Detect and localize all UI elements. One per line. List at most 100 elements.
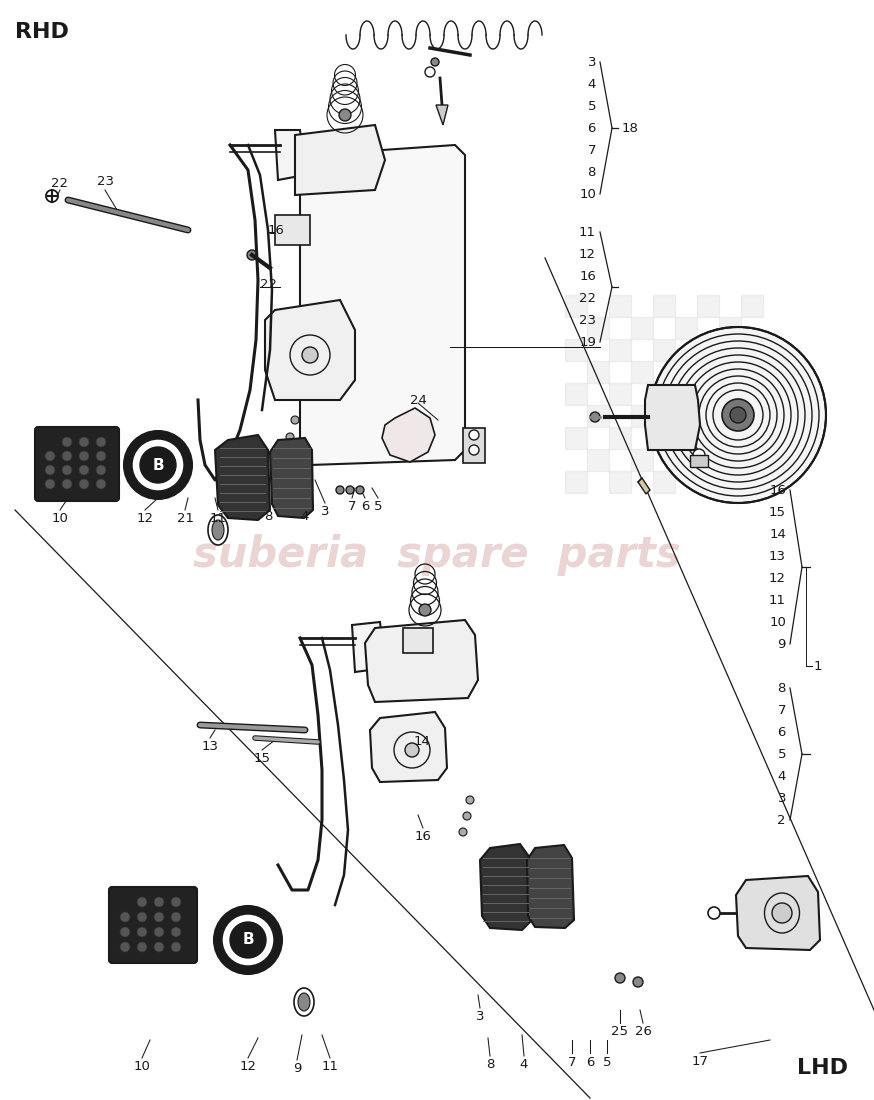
Bar: [403, 628, 433, 653]
Text: 8: 8: [587, 165, 596, 178]
Polygon shape: [270, 438, 313, 518]
Bar: [653, 339, 675, 361]
Text: 17: 17: [691, 1055, 709, 1068]
Bar: [587, 405, 609, 427]
Bar: [631, 405, 653, 427]
Polygon shape: [382, 408, 435, 462]
Circle shape: [154, 927, 164, 937]
Text: 15: 15: [769, 506, 786, 518]
Polygon shape: [295, 125, 385, 195]
Circle shape: [120, 942, 130, 952]
Bar: [697, 383, 719, 405]
Text: 10: 10: [134, 1060, 150, 1072]
Bar: [697, 295, 719, 317]
Circle shape: [247, 250, 257, 260]
Ellipse shape: [208, 515, 228, 544]
Text: 11: 11: [579, 226, 596, 239]
Circle shape: [302, 346, 318, 363]
Text: 12: 12: [136, 512, 154, 525]
Bar: [565, 471, 587, 493]
Circle shape: [650, 327, 826, 503]
Bar: [587, 361, 609, 383]
Text: 16: 16: [414, 830, 432, 843]
Text: 12: 12: [579, 248, 596, 261]
Text: 6: 6: [778, 726, 786, 738]
Text: 19: 19: [579, 336, 596, 349]
Text: 22: 22: [52, 177, 68, 190]
Text: 12: 12: [769, 572, 786, 584]
Circle shape: [79, 478, 89, 490]
Bar: [719, 361, 741, 383]
Circle shape: [425, 67, 435, 77]
Polygon shape: [365, 620, 478, 702]
Polygon shape: [480, 844, 532, 930]
Text: 26: 26: [635, 1025, 651, 1038]
Polygon shape: [736, 876, 820, 950]
Circle shape: [633, 977, 643, 987]
Polygon shape: [436, 104, 448, 125]
Text: 10: 10: [579, 187, 596, 200]
Bar: [690, 455, 708, 468]
Text: 7: 7: [778, 704, 786, 716]
Bar: [463, 428, 485, 463]
Circle shape: [283, 450, 291, 458]
Bar: [609, 427, 631, 449]
Bar: [719, 405, 741, 427]
Circle shape: [405, 742, 419, 757]
Text: 16: 16: [268, 223, 285, 236]
Circle shape: [79, 437, 89, 447]
Text: 24: 24: [410, 394, 427, 407]
Text: 13: 13: [202, 740, 218, 754]
FancyBboxPatch shape: [35, 427, 119, 500]
Circle shape: [45, 465, 55, 475]
Circle shape: [230, 922, 266, 958]
Text: 25: 25: [612, 1025, 628, 1038]
Text: 4: 4: [778, 770, 786, 782]
Text: B: B: [242, 933, 253, 947]
Circle shape: [722, 399, 754, 431]
Polygon shape: [265, 300, 355, 400]
Circle shape: [79, 465, 89, 475]
Circle shape: [46, 190, 58, 202]
Text: 12: 12: [239, 1060, 256, 1072]
Text: 15: 15: [253, 752, 270, 764]
Circle shape: [339, 109, 351, 121]
Circle shape: [214, 906, 282, 974]
Text: 1: 1: [814, 660, 822, 672]
Text: 21: 21: [177, 512, 193, 525]
Circle shape: [137, 896, 147, 907]
Ellipse shape: [294, 988, 314, 1016]
Text: 11: 11: [210, 512, 226, 525]
Text: 2: 2: [778, 814, 786, 826]
Circle shape: [62, 478, 72, 490]
Bar: [697, 427, 719, 449]
Text: 3: 3: [778, 792, 786, 804]
Text: 6: 6: [361, 500, 369, 513]
Circle shape: [615, 974, 625, 983]
Text: 22: 22: [579, 292, 596, 305]
Circle shape: [154, 896, 164, 907]
Bar: [609, 471, 631, 493]
Text: 4: 4: [520, 1058, 528, 1071]
Circle shape: [96, 465, 106, 475]
Bar: [653, 427, 675, 449]
Bar: [565, 295, 587, 317]
Bar: [631, 361, 653, 383]
Bar: [587, 317, 609, 339]
Circle shape: [295, 226, 305, 235]
Circle shape: [336, 486, 344, 494]
Polygon shape: [370, 712, 447, 782]
Text: 7: 7: [348, 500, 357, 513]
Bar: [565, 339, 587, 361]
Bar: [587, 449, 609, 471]
Circle shape: [154, 912, 164, 922]
Text: 11: 11: [769, 594, 786, 606]
Bar: [741, 295, 763, 317]
Bar: [609, 339, 631, 361]
Circle shape: [137, 942, 147, 952]
Text: B: B: [152, 458, 163, 473]
Circle shape: [171, 927, 181, 937]
Ellipse shape: [298, 993, 310, 1011]
FancyBboxPatch shape: [109, 887, 197, 962]
Circle shape: [137, 912, 147, 922]
